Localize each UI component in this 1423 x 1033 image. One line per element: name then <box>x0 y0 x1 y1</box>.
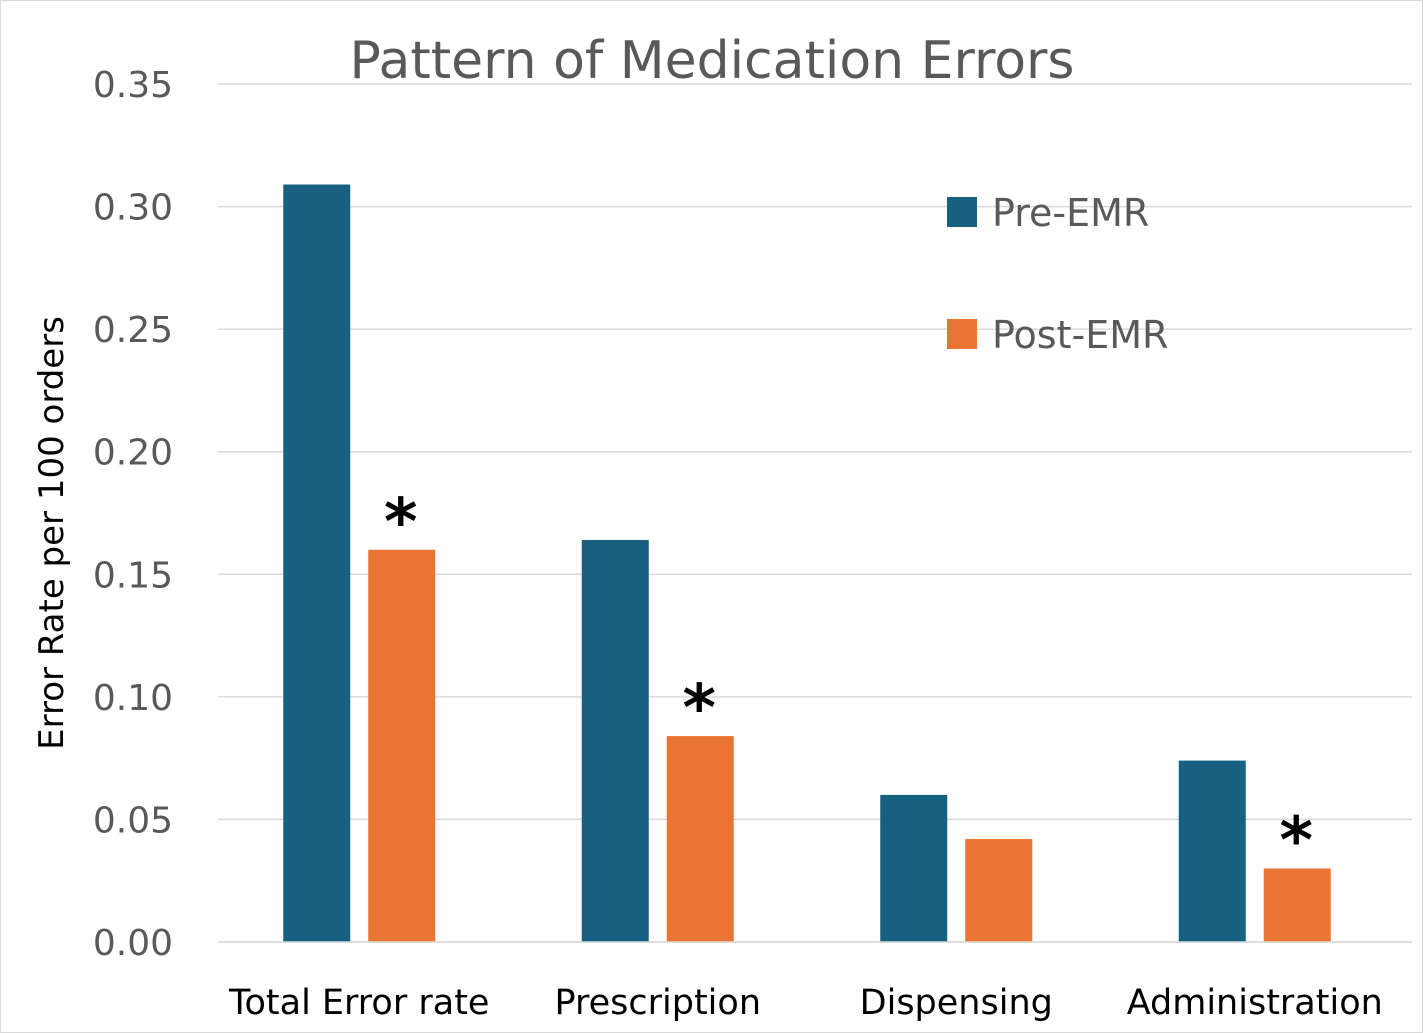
y-tick-label: 0.30 <box>93 188 173 229</box>
y-tick-label: 0.20 <box>93 433 173 474</box>
chart-title: Pattern of Medication Errors <box>349 31 1074 91</box>
significance-asterisk: * <box>384 486 417 560</box>
x-category-label: Prescription <box>555 983 762 1023</box>
y-tick-label: 0.05 <box>93 800 173 841</box>
bar-pre-emr-0 <box>283 184 351 943</box>
y-tick-label: 0.35 <box>93 65 173 106</box>
bar-post-emr-3 <box>1263 868 1331 942</box>
bar-pre-emr-3 <box>1178 760 1246 942</box>
x-category-label: Total Error rate <box>228 983 489 1023</box>
y-tick-label: 0.00 <box>93 923 173 964</box>
y-tick-label: 0.15 <box>93 555 173 596</box>
legend-swatch <box>947 197 977 227</box>
bars <box>218 184 1412 943</box>
bar-pre-emr-1 <box>581 539 649 942</box>
legend-swatch <box>947 319 977 349</box>
y-axis-ticks: 0.00 0.05 0.10 0.15 0.20 0.25 0.30 0.35 <box>93 65 173 964</box>
y-tick-label: 0.10 <box>93 678 173 719</box>
bar-post-emr-0 <box>368 549 436 942</box>
x-category-label: Dispensing <box>860 983 1053 1023</box>
y-axis-label: Error Rate per 100 orders <box>32 316 72 750</box>
x-category-label: Administration <box>1127 983 1383 1023</box>
legend-label: Pre-EMR <box>992 191 1149 235</box>
legend: Pre-EMR Post-EMR <box>947 191 1168 357</box>
y-tick-label: 0.25 <box>93 310 173 351</box>
significance-asterisk: * <box>683 672 716 746</box>
legend-label: Post-EMR <box>992 313 1168 357</box>
bar-pre-emr-2 <box>880 794 948 942</box>
significance-annotations: * * * <box>384 486 1313 879</box>
bar-post-emr-1 <box>666 736 734 942</box>
significance-asterisk: * <box>1280 804 1313 878</box>
bar-post-emr-2 <box>965 839 1033 942</box>
x-axis-categories: Total Error rate Prescription Dispensing Ad… <box>228 983 1383 1023</box>
